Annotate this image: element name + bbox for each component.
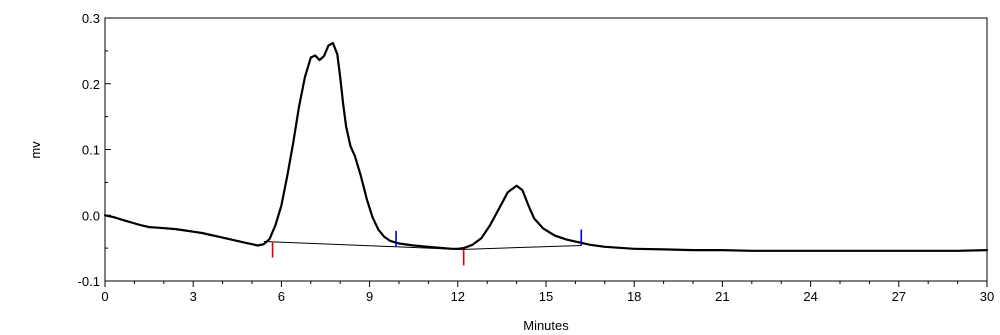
x-axis-title: Minutes xyxy=(523,318,569,333)
series-group xyxy=(103,41,989,252)
y-tick-label: 0.0 xyxy=(82,208,100,223)
x-tick-label: 12 xyxy=(451,289,465,304)
baseline xyxy=(263,241,397,248)
x-tick-label: 6 xyxy=(278,289,285,304)
peak-markers xyxy=(271,229,583,266)
baseline xyxy=(460,244,582,250)
y-tick-label: 0.2 xyxy=(82,77,100,92)
x-tick-label: 24 xyxy=(803,289,817,304)
x-tick-label: 9 xyxy=(366,289,373,304)
y-axis-title: mv xyxy=(28,141,43,159)
x-axis: 0 3 6 9 12 15 18 21 24 27 30 xyxy=(101,281,994,304)
x-tick-label: 0 xyxy=(101,289,108,304)
x-tick-label: 3 xyxy=(190,289,197,304)
x-tick-label: 30 xyxy=(980,289,994,304)
plot-area xyxy=(104,17,988,282)
plot-frame xyxy=(104,17,988,282)
y-tick-label: 0.3 xyxy=(82,11,100,26)
series-line xyxy=(103,41,989,252)
y-tick-label: 0.1 xyxy=(82,143,100,158)
y-tick-label: -0.1 xyxy=(78,274,100,289)
x-tick-label: 18 xyxy=(627,289,641,304)
x-tick-label: 15 xyxy=(539,289,553,304)
x-tick-label: 21 xyxy=(715,289,729,304)
x-tick-label: 27 xyxy=(892,289,906,304)
y-axis: -0.1 0.0 0.1 0.2 0.3 xyxy=(78,11,111,289)
